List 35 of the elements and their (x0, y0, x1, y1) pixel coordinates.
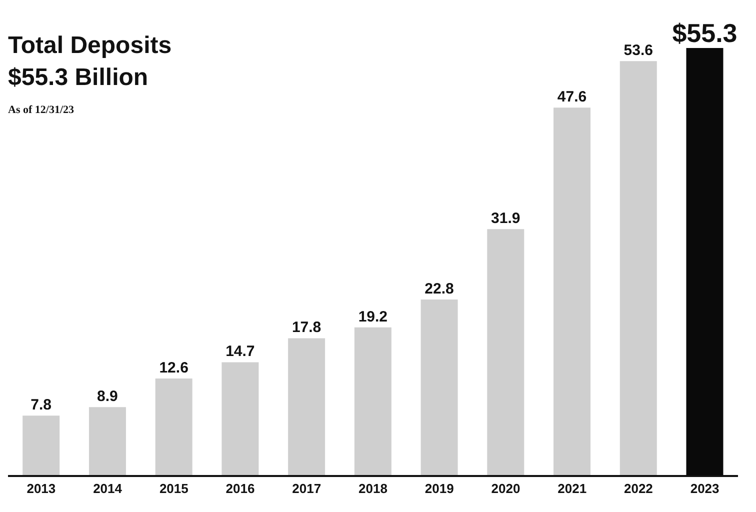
bar (222, 362, 259, 476)
data-label: 14.7 (226, 343, 255, 360)
data-label: 47.6 (557, 88, 587, 106)
chart-title: Total Deposits (8, 31, 172, 61)
data-label: $55.3 (672, 18, 738, 48)
data-label: 22.8 (424, 280, 454, 298)
data-label: 8.9 (97, 388, 118, 406)
x-tick-label: 2014 (93, 481, 123, 496)
bar (420, 300, 458, 476)
x-tick-label: 2022 (624, 481, 653, 496)
x-tick-label: 2021 (558, 481, 587, 496)
x-tick-label: 2013 (26, 481, 56, 496)
x-tick-label: 2015 (159, 481, 188, 496)
bar (88, 407, 126, 476)
x-tick-label: 2019 (424, 481, 454, 496)
bar (487, 229, 524, 476)
bar (155, 378, 192, 476)
data-label: 31.9 (491, 210, 520, 228)
x-tick-label: 2020 (491, 481, 520, 496)
bar (554, 108, 591, 476)
bar (288, 338, 326, 476)
bar (620, 61, 657, 476)
bar (22, 416, 60, 476)
data-label: 17.8 (292, 319, 322, 336)
x-tick-label: 2023 (690, 481, 720, 496)
data-label: 19.2 (358, 308, 388, 326)
x-tick-label: 2017 (292, 481, 322, 496)
data-label: 7.8 (30, 396, 52, 414)
bar (354, 327, 392, 476)
data-label: 53.6 (624, 42, 653, 60)
x-tick-label: 2016 (226, 481, 255, 496)
annotation: As of 12/31/23 (8, 103, 75, 118)
x-tick-label: 2018 (358, 481, 388, 496)
text: $55.3 Billion (8, 63, 150, 93)
data-label: 12.6 (159, 359, 188, 376)
